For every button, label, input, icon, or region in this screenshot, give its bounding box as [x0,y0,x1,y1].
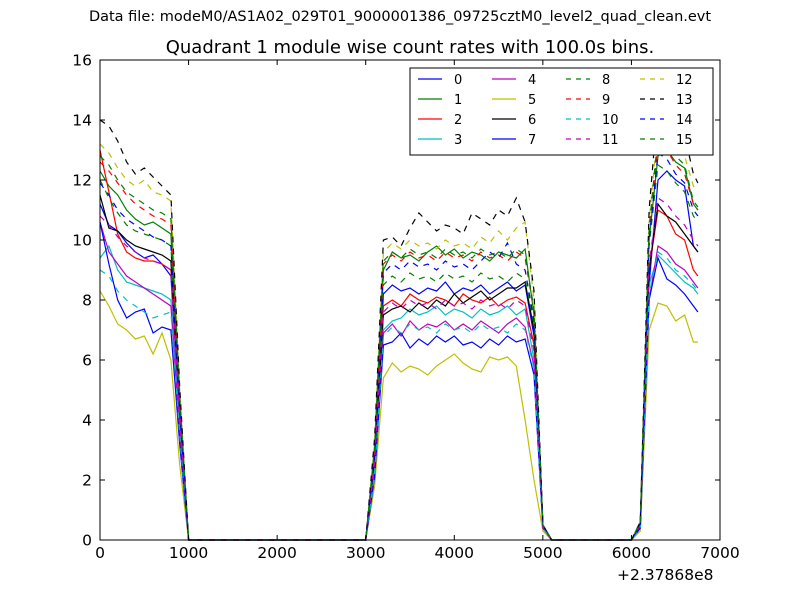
series-line-8 [99,163,699,541]
series-line-7 [99,221,699,541]
legend-label-5: 5 [528,93,536,108]
data-file-header: Data file: modeM0/AS1A02_029T01_90000013… [88,9,712,25]
series-line-2 [99,149,699,541]
x-tick-label: 0 [95,544,105,562]
legend-label-12: 12 [676,73,693,88]
series-line-13 [99,100,699,541]
y-tick-label: 12 [72,172,92,190]
legend-label-13: 13 [676,93,693,108]
legend-label-6: 6 [528,113,536,128]
x-tick-label: 7000 [700,544,739,562]
y-tick-label: 14 [72,112,92,130]
legend-label-4: 4 [528,73,536,88]
series-line-11 [99,196,699,541]
series-line-14 [99,151,699,541]
x-tick-label: 4000 [435,544,474,562]
x-axis-offset-label: +2.37868e8 [617,566,714,584]
axis-ticks: 0 1000 2000 3000 4000 5000 6000 700002468101214… [72,52,739,563]
legend-label-1: 1 [454,93,462,108]
legend-label-2: 2 [454,113,462,128]
y-tick-label: 2 [82,472,92,490]
legend-label-8: 8 [602,73,610,88]
legend-label-11: 11 [602,133,619,148]
series-line-10 [99,251,699,541]
chart-title: Quadrant 1 module wise count rates with … [165,37,655,58]
legend-label-14: 14 [676,113,693,128]
x-tick-label: 1000 [169,544,208,562]
y-tick-label: 16 [72,52,92,70]
y-tick-label: 4 [82,412,92,430]
y-tick-label: 6 [82,352,92,370]
plot-lines [99,100,699,541]
series-line-4 [99,221,699,541]
legend-box [409,67,714,156]
series-line-6 [99,194,699,541]
legend-label-3: 3 [454,133,462,148]
x-tick-label: 3000 [346,544,385,562]
legend-label-7: 7 [528,133,536,148]
series-line-5 [99,290,698,541]
legend-label-9: 9 [602,93,610,108]
x-tick-label: 5000 [523,544,562,562]
y-tick-label: 0 [82,532,92,550]
x-tick-label: 2000 [257,544,296,562]
y-tick-label: 8 [82,292,92,310]
legend-label-0: 0 [454,73,462,88]
series-line-0 [99,170,699,541]
x-tick-label: 6000 [612,544,651,562]
y-tick-label: 10 [72,232,92,250]
series-line-15 [99,133,699,541]
legend-label-10: 10 [602,113,619,128]
legend-label-15: 15 [676,133,693,148]
series-line-1 [99,149,699,541]
series-line-9 [99,142,699,541]
